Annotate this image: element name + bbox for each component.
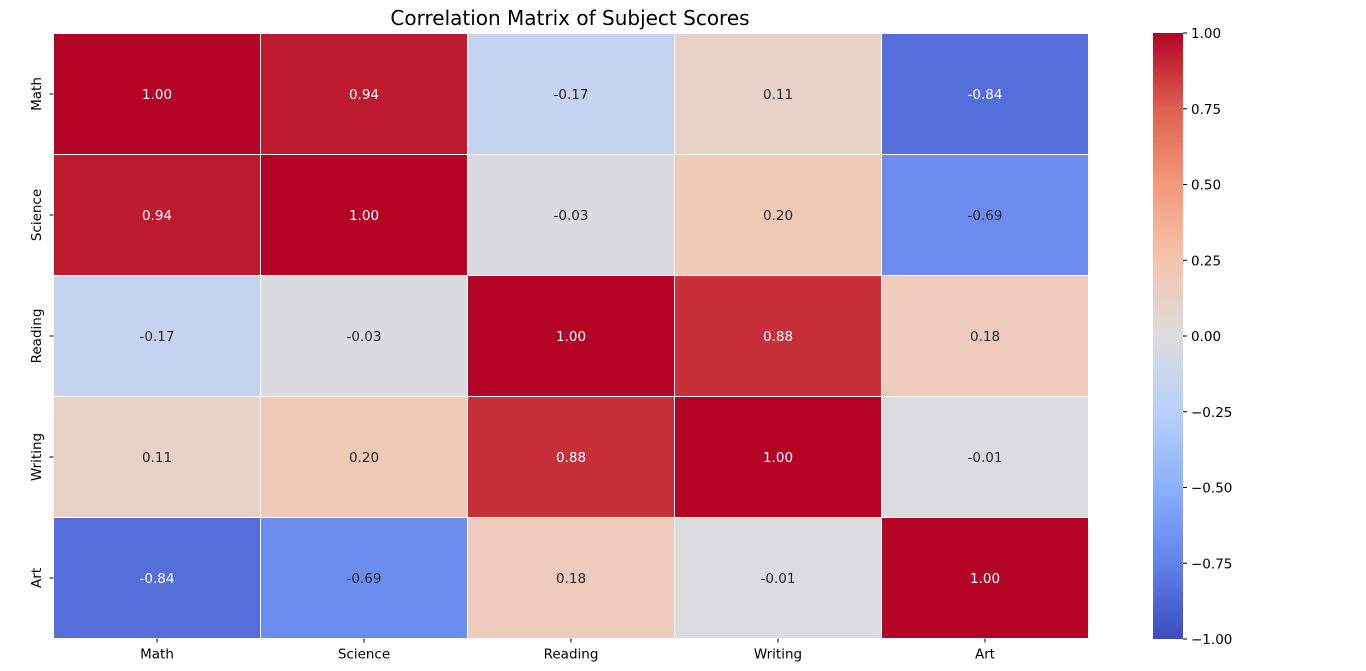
cell-value-label: -0.03 (347, 329, 382, 345)
cell-value-label: 0.18 (556, 571, 586, 587)
colorbar-tick-label: 0.00 (1191, 329, 1221, 345)
colorbar (1153, 33, 1183, 639)
colorbar-tick-label: 1.00 (1191, 26, 1221, 42)
heatmap-cell-math-writing (674, 33, 882, 155)
row-label-writing: Writing (29, 433, 45, 481)
colorbar-tick-label: −0.50 (1191, 481, 1232, 497)
heatmap-cell-art-math (53, 517, 261, 639)
heatmap-cell-art-art (881, 517, 1089, 639)
cell-value-label: -0.69 (347, 571, 382, 587)
cell-value-label: 1.00 (142, 87, 172, 103)
heatmap-cell-writing-art (881, 396, 1089, 518)
cell-value-label: -0.03 (554, 208, 589, 224)
colorbar-tick-label: −1.00 (1191, 632, 1232, 648)
heatmap-cell-math-science (260, 33, 468, 155)
heatmap-cell-writing-science (260, 396, 468, 518)
heatmap-cell-reading-writing (674, 275, 882, 397)
row-label-art: Art (29, 568, 45, 588)
cell-value-label: -0.01 (761, 571, 796, 587)
colorbar-tick-label: −0.25 (1191, 405, 1232, 421)
cell-value-label: 1.00 (349, 208, 379, 224)
heatmap-cell-math-art (881, 33, 1089, 155)
heatmap-cell-reading-science (260, 275, 468, 397)
cell-value-label: 0.94 (142, 208, 172, 224)
heatmap-cell-writing-reading (467, 396, 675, 518)
cell-value-label: 0.20 (349, 450, 379, 466)
cell-value-label: 0.11 (142, 450, 172, 466)
heatmap-cell-reading-art (881, 275, 1089, 397)
heatmap-cell-science-math (53, 154, 261, 276)
heatmap-cell-math-math (53, 33, 261, 155)
cell-value-label: 0.94 (349, 87, 379, 103)
colorbar-tick-label: −0.75 (1191, 556, 1232, 572)
cell-value-label: -0.17 (554, 87, 589, 103)
cell-value-label: -0.01 (968, 450, 1003, 466)
cell-value-label: -0.69 (968, 208, 1003, 224)
heatmap-cell-science-science (260, 154, 468, 276)
colorbar-tick-label: 0.25 (1191, 253, 1221, 269)
heatmap-cell-math-reading (467, 33, 675, 155)
heatmap-cell-science-reading (467, 154, 675, 276)
cell-value-label: 0.18 (970, 329, 1000, 345)
heatmap-cell-art-reading (467, 517, 675, 639)
cell-value-label: -0.84 (140, 571, 175, 587)
cell-value-label: 0.20 (763, 208, 793, 224)
row-label-reading: Reading (29, 309, 45, 364)
row-label-science: Science (29, 189, 45, 241)
row-label-math: Math (29, 77, 45, 111)
cell-value-label: -0.17 (140, 329, 175, 345)
cell-value-label: 1.00 (556, 329, 586, 345)
cell-value-label: 1.00 (763, 450, 793, 466)
col-label-math: Math (140, 647, 174, 663)
cell-value-label: 1.00 (970, 571, 1000, 587)
chart-title: Correlation Matrix of Subject Scores (390, 6, 749, 30)
col-label-writing: Writing (754, 647, 802, 663)
heatmap-cell-science-art (881, 154, 1089, 276)
cell-value-label: 0.88 (556, 450, 586, 466)
cell-value-label: -0.84 (968, 87, 1003, 103)
heatmap-cell-art-science (260, 517, 468, 639)
heatmap-cell-writing-writing (674, 396, 882, 518)
col-label-science: Science (338, 647, 390, 663)
cell-value-label: 0.11 (763, 87, 793, 103)
colorbar-tick-label: 0.75 (1191, 102, 1221, 118)
colorbar-tick-label: 0.50 (1191, 178, 1221, 194)
heatmap-cell-reading-reading (467, 275, 675, 397)
cell-value-label: 0.88 (763, 329, 793, 345)
col-label-art: Art (975, 647, 995, 663)
col-label-reading: Reading (544, 647, 599, 663)
